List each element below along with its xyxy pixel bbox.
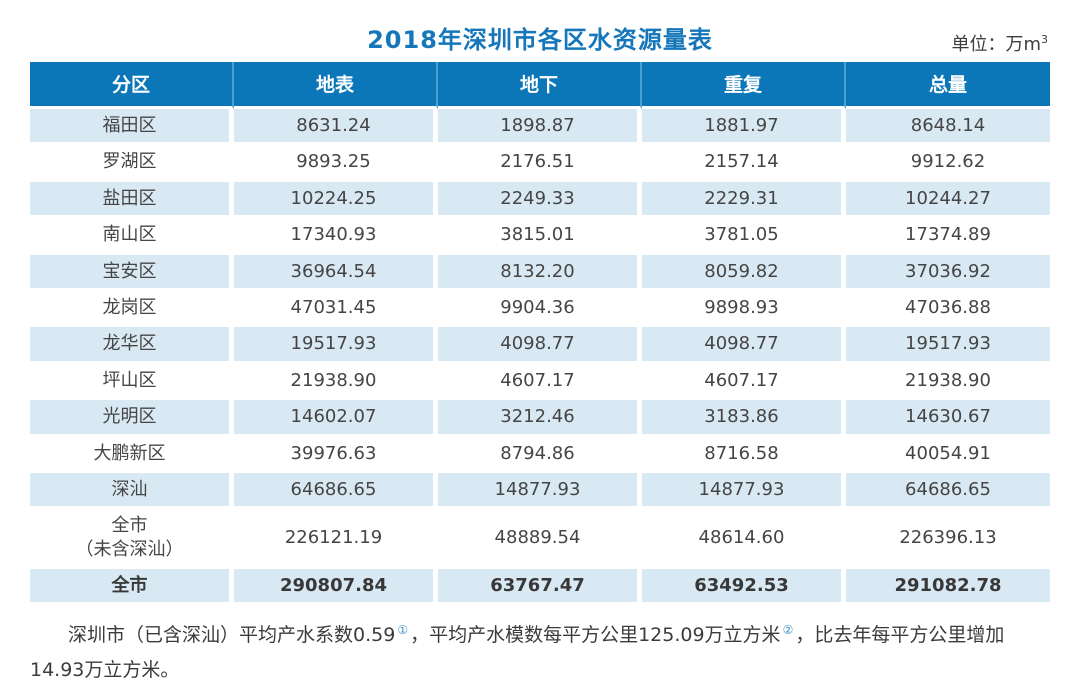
table-row: 罗湖区 9893.25 2176.51 2157.14 9912.62 [30, 145, 1050, 182]
district-cell: 龙岗区 [30, 290, 234, 328]
table-row: 盐田区 10224.25 2249.33 2229.31 10244.27 [30, 181, 1050, 219]
value-cell: 2176.51 [438, 145, 642, 182]
value-cell: 8648.14 [846, 109, 1050, 146]
value-cell: 39976.63 [234, 436, 438, 473]
value-cell: 21938.90 [846, 363, 1050, 401]
value-cell: 10224.25 [234, 181, 438, 219]
table-row: 福田区 8631.24 1898.87 1881.97 8648.14 [30, 109, 1050, 146]
value-cell: 3212.46 [438, 400, 642, 437]
value-cell: 19517.93 [846, 327, 1050, 364]
table-row-citywide-total: 全市 290807.84 63767.47 63492.53 291082.78 [30, 569, 1050, 606]
value-cell: 8631.24 [234, 109, 438, 146]
table-header: 分区 地表 地下 重复 总量 [30, 62, 1050, 109]
water-resources-table: 分区 地表 地下 重复 总量 福田区 8631.24 1898.87 1881.… [30, 62, 1050, 606]
value-cell: 17374.89 [846, 218, 1050, 255]
page-title: 2018年深圳市各区水资源量表 [367, 26, 713, 54]
value-cell: 47031.45 [234, 290, 438, 328]
value-cell: 17340.93 [234, 218, 438, 255]
table-row: 龙华区 19517.93 4098.77 4098.77 19517.93 [30, 327, 1050, 364]
table-row: 龙岗区 47031.45 9904.36 9898.93 47036.88 [30, 290, 1050, 328]
footnote-text: 深圳市（已含深汕）平均产水系数0.59 [68, 624, 396, 647]
table-body: 福田区 8631.24 1898.87 1881.97 8648.14 罗湖区 … [30, 109, 1050, 606]
unit-superscript: 3 [1041, 33, 1048, 46]
value-cell: 2229.31 [642, 181, 846, 219]
col-header-district: 分区 [30, 62, 234, 109]
value-cell: 2157.14 [642, 145, 846, 182]
district-cell: 宝安区 [30, 254, 234, 291]
value-cell: 14630.67 [846, 400, 1050, 437]
footnote-ref-1: ① [397, 623, 409, 638]
value-cell: 290807.84 [234, 569, 438, 606]
value-cell: 63492.53 [642, 569, 846, 606]
value-cell: 1898.87 [438, 109, 642, 146]
value-cell: 226396.13 [846, 509, 1050, 570]
district-cell: 全市 [30, 569, 234, 606]
value-cell: 4098.77 [642, 327, 846, 364]
value-cell: 291082.78 [846, 569, 1050, 606]
district-cell: 深汕 [30, 472, 234, 510]
value-cell: 4098.77 [438, 327, 642, 364]
value-cell: 14877.93 [642, 472, 846, 510]
value-cell: 10244.27 [846, 181, 1050, 219]
col-header-underground: 地下 [438, 62, 642, 109]
value-cell: 9893.25 [234, 145, 438, 182]
table-row: 南山区 17340.93 3815.01 3781.05 17374.89 [30, 218, 1050, 255]
value-cell: 4607.17 [642, 363, 846, 401]
value-cell: 2249.33 [438, 181, 642, 219]
district-cell: 盐田区 [30, 181, 234, 219]
footnote-ref-2: ② [782, 623, 794, 638]
district-cell: 大鹏新区 [30, 436, 234, 473]
value-cell: 9904.36 [438, 290, 642, 328]
value-cell: 40054.91 [846, 436, 1050, 473]
value-cell: 48889.54 [438, 509, 642, 570]
col-header-overlap: 重复 [642, 62, 846, 109]
value-cell: 63767.47 [438, 569, 642, 606]
value-cell: 4607.17 [438, 363, 642, 401]
table-row: 全市 （未含深汕） 226121.19 48889.54 48614.60 22… [30, 509, 1050, 570]
district-cell: 南山区 [30, 218, 234, 255]
col-header-total: 总量 [846, 62, 1050, 109]
footnote-text: ，平均产水模数每平方公里125.09万立方米 [410, 624, 781, 647]
unit-text: 单位：万m [951, 34, 1041, 55]
value-cell: 8794.86 [438, 436, 642, 473]
value-cell: 8716.58 [642, 436, 846, 473]
value-cell: 64686.65 [234, 472, 438, 510]
table-row: 大鹏新区 39976.63 8794.86 8716.58 40054.91 [30, 436, 1050, 473]
value-cell: 48614.60 [642, 509, 846, 570]
value-cell: 3815.01 [438, 218, 642, 255]
value-cell: 8132.20 [438, 254, 642, 291]
table-row: 深汕 64686.65 14877.93 14877.93 64686.65 [30, 472, 1050, 510]
value-cell: 1881.97 [642, 109, 846, 146]
table-row: 坪山区 21938.90 4607.17 4607.17 21938.90 [30, 363, 1050, 401]
value-cell: 8059.82 [642, 254, 846, 291]
value-cell: 19517.93 [234, 327, 438, 364]
footnote: 深圳市（已含深汕）平均产水系数0.59 ① ，平均产水模数每平方公里125.09万立… [30, 618, 1050, 686]
value-cell: 9912.62 [846, 145, 1050, 182]
col-header-surface: 地表 [234, 62, 438, 109]
value-cell: 64686.65 [846, 472, 1050, 510]
value-cell: 36964.54 [234, 254, 438, 291]
district-cell: 光明区 [30, 400, 234, 437]
value-cell: 47036.88 [846, 290, 1050, 328]
district-cell: 福田区 [30, 109, 234, 146]
table-row: 宝安区 36964.54 8132.20 8059.82 37036.92 [30, 254, 1050, 291]
value-cell: 21938.90 [234, 363, 438, 401]
value-cell: 14877.93 [438, 472, 642, 510]
value-cell: 3781.05 [642, 218, 846, 255]
value-cell: 226121.19 [234, 509, 438, 570]
district-cell: 坪山区 [30, 363, 234, 401]
district-cell: 全市 （未含深汕） [30, 509, 234, 570]
header-row: 分区 地表 地下 重复 总量 [30, 62, 1050, 109]
unit-label: 单位：万m3 [951, 30, 1048, 56]
page-header: 2018年深圳市各区水资源量表 单位：万m3 [30, 12, 1050, 62]
table-row: 光明区 14602.07 3212.46 3183.86 14630.67 [30, 400, 1050, 437]
value-cell: 3183.86 [642, 400, 846, 437]
value-cell: 14602.07 [234, 400, 438, 437]
district-cell: 罗湖区 [30, 145, 234, 182]
value-cell: 9898.93 [642, 290, 846, 328]
district-cell: 龙华区 [30, 327, 234, 364]
value-cell: 37036.92 [846, 254, 1050, 291]
